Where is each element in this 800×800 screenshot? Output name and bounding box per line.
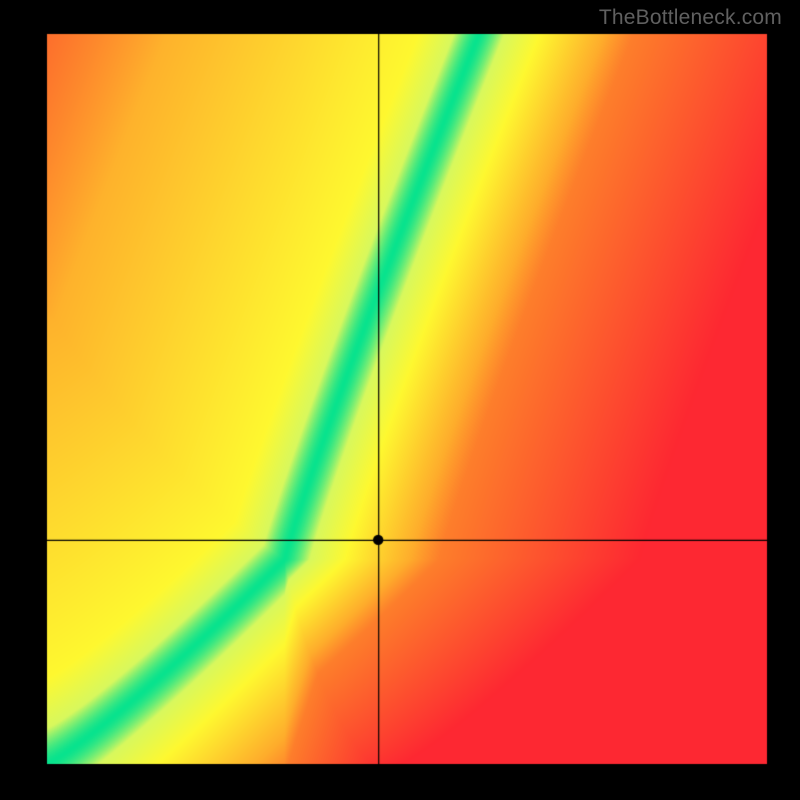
- heatmap-canvas: [0, 0, 800, 800]
- watermark-text: TheBottleneck.com: [599, 6, 782, 30]
- chart-container: TheBottleneck.com: [0, 0, 800, 800]
